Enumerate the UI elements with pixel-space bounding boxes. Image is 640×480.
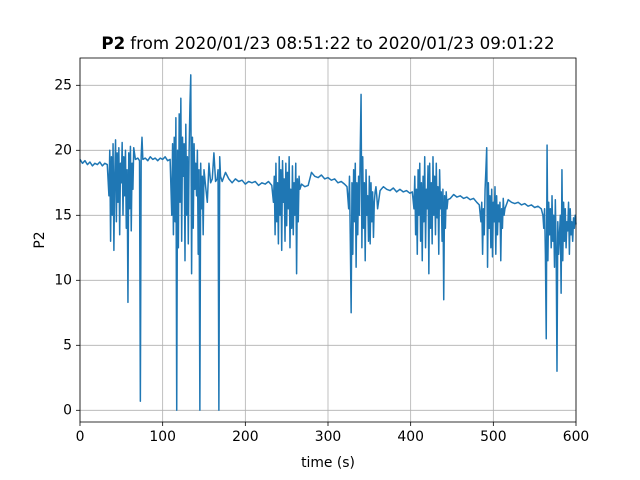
x-tick-label: 200	[232, 429, 259, 445]
y-tick-label: 5	[63, 337, 72, 353]
x-tick-label: 600	[563, 429, 590, 445]
title-text: from 2020/01/23 08:51:22 to 2020/01/23 0…	[130, 33, 554, 53]
y-tick-label: 25	[54, 77, 72, 93]
x-tick-label: 400	[397, 429, 424, 445]
title-name: P2	[101, 33, 125, 53]
x-axis-label: time (s)	[301, 455, 355, 471]
x-tick-label: 500	[480, 429, 507, 445]
x-tick-label: 0	[76, 429, 85, 445]
data-line	[79, 74, 577, 412]
chart-title: P2 from 2020/01/23 08:51:22 to 2020/01/23…	[101, 33, 554, 53]
y-tick-label: 0	[63, 402, 72, 418]
y-tick-label: 10	[54, 272, 72, 288]
y-tick-label: 20	[54, 142, 72, 158]
y-axis-label: P2	[32, 231, 48, 248]
x-tick-label: 100	[149, 429, 176, 445]
y-tick-label: 15	[54, 207, 72, 223]
x-tick-label: 300	[315, 429, 342, 445]
plot-frame	[79, 57, 577, 423]
